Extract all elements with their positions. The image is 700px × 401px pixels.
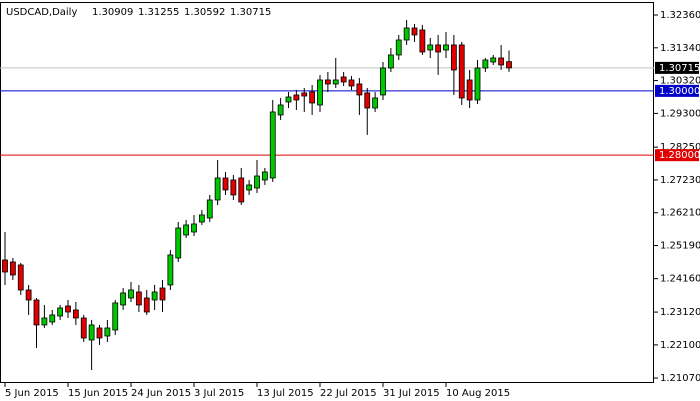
y-tick-label: 1.32360 [660, 10, 700, 21]
header-close: 1.30715 [230, 7, 271, 18]
header-open: 1.30909 [92, 7, 133, 18]
candle-body [135, 291, 142, 306]
candle-body [498, 57, 505, 66]
y-tick-label: 1.27230 [660, 175, 700, 186]
candle-body [435, 44, 442, 53]
candle-body [238, 177, 245, 203]
candle-body [309, 91, 316, 104]
y-tick-label: 1.29300 [660, 108, 700, 119]
header-low: 1.30592 [184, 7, 225, 18]
candle-body [506, 61, 512, 69]
y-tick-label: 1.31340 [660, 43, 700, 54]
candle-body [450, 44, 457, 71]
candle-body [17, 264, 24, 291]
candle-body [340, 76, 347, 83]
candle-body [96, 327, 103, 339]
plot-frame [0, 2, 654, 383]
candle-body [372, 97, 379, 109]
candle-body [9, 261, 16, 276]
candle-body [348, 79, 355, 87]
candle-body [466, 79, 473, 101]
candle-body [395, 39, 402, 56]
x-tick-label: 31 Jul 2015 [383, 388, 440, 399]
y-tick-label: 1.24160 [660, 274, 700, 285]
y-tick-label: 1.21070 [660, 373, 700, 384]
x-tick-label: 22 Jul 2015 [320, 388, 377, 399]
candle-body [403, 27, 410, 41]
y-tick-label: 1.23120 [660, 307, 700, 318]
candle-body [490, 57, 497, 63]
candle-body [143, 297, 150, 313]
candle-body [269, 111, 276, 179]
candle-body [167, 254, 174, 286]
candle-body [151, 291, 158, 301]
candle-body [112, 302, 119, 331]
level-label-box [655, 149, 699, 162]
candle-body [41, 317, 48, 326]
candle-body [49, 314, 56, 323]
candle-body [474, 67, 481, 101]
candle-body [183, 224, 190, 236]
candle-body [427, 44, 434, 51]
candle-body [285, 96, 292, 103]
header-high: 1.31255 [138, 7, 179, 18]
candle-body [198, 214, 205, 223]
candle-body [293, 94, 300, 101]
level-label-box [655, 84, 699, 97]
candle-body [120, 292, 127, 306]
candle-body [261, 171, 268, 181]
level-label: 1.30000 [659, 86, 700, 97]
candle-body [33, 299, 40, 326]
y-tick-label: 1.26210 [660, 208, 700, 219]
candle-body [443, 44, 449, 51]
x-tick-label: 24 Jun 2015 [131, 388, 191, 399]
candle-body [2, 259, 8, 273]
level-label: 1.28000 [659, 150, 700, 161]
candle-body [364, 92, 371, 109]
price-label-box [655, 61, 699, 74]
x-tick-label: 10 Aug 2015 [446, 388, 510, 399]
candle-body [206, 199, 213, 219]
price-label: 1.30715 [659, 63, 700, 74]
y-tick-label: 1.28250 [660, 142, 700, 153]
candle-body [332, 79, 339, 85]
candle-body [159, 287, 166, 301]
y-tick-label: 1.25190 [660, 241, 700, 252]
candle-body [387, 54, 394, 69]
candle-body [419, 29, 426, 53]
candle-body [411, 27, 418, 36]
candle-body [317, 79, 323, 106]
candle-body [104, 327, 111, 337]
chart-title: USDCAD,Daily [6, 7, 77, 18]
candle-body [254, 175, 260, 189]
candle-body [80, 317, 87, 339]
candle-body [230, 179, 237, 196]
candle-body [65, 305, 71, 313]
candle-body [301, 92, 308, 97]
candle-body [214, 177, 221, 201]
candle-body [277, 104, 284, 116]
x-tick-label: 13 Jul 2015 [257, 388, 314, 399]
candle-body [88, 324, 95, 341]
candle-body [175, 227, 182, 259]
candle-body [57, 307, 64, 317]
candle-body [72, 309, 79, 319]
y-tick-label: 1.30320 [660, 76, 700, 87]
candle-body [324, 79, 331, 85]
x-tick-label: 15 Jun 2015 [68, 388, 128, 399]
x-tick-label: 5 Jun 2015 [5, 388, 59, 399]
y-tick-label: 1.22100 [660, 340, 700, 351]
x-tick-label: 3 Jul 2015 [194, 388, 244, 399]
candle-body [380, 67, 386, 96]
candle-body [128, 289, 134, 299]
candle-body [356, 83, 363, 96]
candle-body [191, 223, 197, 233]
candle-body [222, 177, 229, 191]
candle-body [25, 289, 32, 301]
candle-body [458, 44, 465, 99]
candle-body [246, 184, 253, 191]
candle-body [482, 59, 489, 69]
